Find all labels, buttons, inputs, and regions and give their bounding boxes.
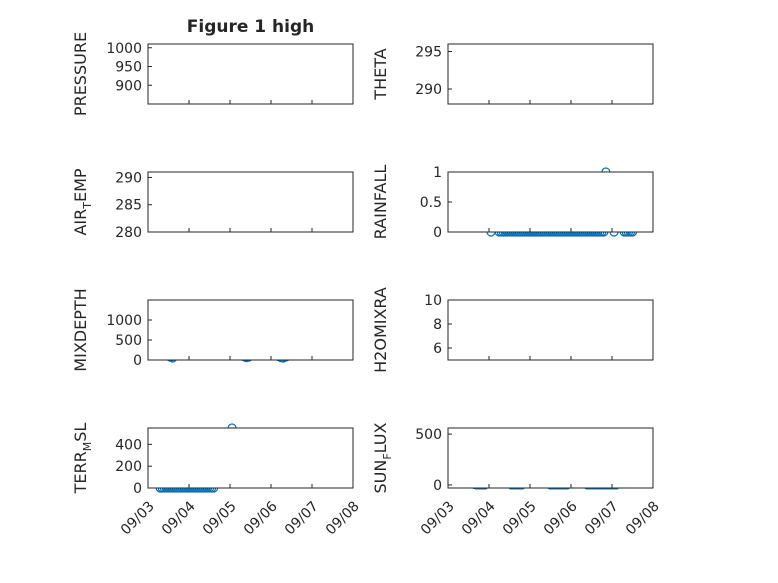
y-tick-label: 200 [115,459,142,475]
y-tick-label: 285 [115,198,142,214]
y-tick-label: 6 [433,341,442,357]
x-tick-label: 09/03 [418,498,458,538]
subplot-7: 020040009/0309/0409/0509/0609/0709/08Tim… [71,423,363,539]
axes-box [447,43,654,105]
y-tick-label: 1000 [106,41,142,57]
y-axis-label: MIXDEPTH [71,288,90,371]
y-tick-label: 0.5 [420,195,442,211]
y-tick-label: 1 [433,165,442,181]
y-label-subscript: M [81,442,94,452]
x-tick-label: 09/05 [200,498,240,538]
subplot-2: 290 295 THETA [371,43,654,105]
axes-box [447,171,654,233]
y-label-part: EMP [71,168,90,202]
y-tick-label: 1000 [106,313,142,329]
axes-box [147,427,354,489]
y-tick-label: 0 [433,225,442,241]
y-axis-label: RAINFALL [371,165,390,240]
y-axis-label: PRESSURE [71,32,90,116]
x-tick-label: 09/06 [541,498,581,538]
y-tick-label: 0 [133,353,142,369]
y-tick-label: 500 [115,333,142,349]
y-tick-label: 295 [415,45,442,61]
x-tick-label: 09/05 [500,498,540,538]
y-axis-label: THETA [371,48,390,100]
axes-box [447,299,654,361]
subplot-3: 280 285 290 AIRTEMP [71,168,354,241]
axes-box [147,43,354,105]
y-label-subscript: F [381,453,394,459]
y-label-part: AIR [71,209,90,236]
y-tick-label: 8 [433,317,442,333]
y-tick-label: 900 [115,78,142,94]
x-tick-label: 09/06 [241,498,281,538]
subplot-1: 900 950 1000 PRESSURE Figure 1 high [71,17,354,116]
y-tick-label: 10 [424,293,442,309]
y-tick-label: 0 [133,481,142,497]
chart-title: Figure 1 high [187,17,315,37]
y-tick-label: 280 [115,225,142,241]
subplot-5: 0 500 1000 MIXDEPTH [71,288,354,372]
axes-box [447,427,654,489]
y-axis-label: TERRMSL [71,423,94,495]
y-tick-label: 290 [115,170,142,186]
x-tick-label: 09/03 [118,498,158,538]
y-label-part: SUN [371,460,390,494]
subplot-4: 0 0.5 1 RAINFALL [371,165,654,241]
y-label-part: SL [71,423,90,442]
y-label-subscript: T [81,202,94,210]
axes-box [147,299,354,361]
y-tick-label: 0 [433,478,442,494]
y-tick-label: 500 [415,427,442,443]
y-tick-label: 950 [115,60,142,76]
x-tick-label: 09/08 [623,498,663,538]
y-axis-label: SUNFLUX [371,422,394,493]
subplot-6: 6 8 10 H2OMIXRA [371,287,654,373]
y-label-part: LUX [371,422,390,453]
y-tick-label: 400 [115,437,142,453]
y-label-part: TERR [71,451,90,494]
subplot-8: 050009/0309/0409/0509/0609/0709/08TimeSU… [371,422,663,538]
y-axis-label: H2OMIXRA [371,287,390,373]
x-tick-label: 09/07 [282,498,322,538]
y-tick-label: 290 [415,82,442,98]
axes-box [147,171,354,233]
y-axis-label: AIRTEMP [71,168,94,235]
x-tick-label: 09/07 [582,498,622,538]
x-tick-label: 09/04 [159,498,199,538]
x-tick-label: 09/04 [459,498,499,538]
x-tick-label: 09/08 [323,498,363,538]
